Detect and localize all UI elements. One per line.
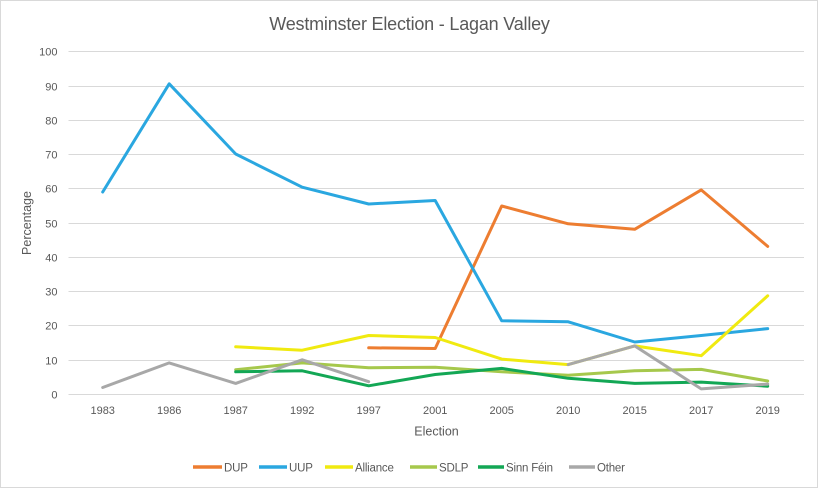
svg-text:2005: 2005 (489, 405, 513, 417)
svg-text:50: 50 (45, 219, 57, 231)
svg-text:100: 100 (39, 47, 57, 59)
svg-text:70: 70 (45, 150, 57, 162)
svg-text:Other: Other (597, 463, 625, 475)
svg-text:1986: 1986 (157, 405, 181, 417)
svg-text:2001: 2001 (423, 405, 447, 417)
svg-text:Alliance: Alliance (355, 463, 394, 475)
svg-text:1987: 1987 (223, 405, 247, 417)
svg-text:90: 90 (45, 82, 57, 94)
svg-text:20: 20 (45, 321, 57, 333)
svg-text:2015: 2015 (622, 405, 646, 417)
svg-text:10: 10 (45, 356, 57, 368)
svg-text:2010: 2010 (556, 405, 580, 417)
svg-text:Percentage: Percentage (20, 191, 34, 255)
svg-text:2017: 2017 (689, 405, 713, 417)
svg-text:0: 0 (51, 390, 57, 402)
svg-text:1983: 1983 (90, 405, 114, 417)
svg-text:UUP: UUP (289, 463, 313, 475)
svg-text:80: 80 (45, 116, 57, 128)
svg-text:DUP: DUP (224, 463, 248, 475)
svg-text:2019: 2019 (755, 405, 779, 417)
svg-text:1992: 1992 (290, 405, 314, 417)
svg-text:60: 60 (45, 184, 57, 196)
svg-text:Westminster Election - Lagan V: Westminster Election - Lagan Valley (269, 14, 550, 34)
svg-text:30: 30 (45, 287, 57, 299)
svg-text:Sinn Féin: Sinn Féin (506, 463, 553, 475)
svg-text:40: 40 (45, 253, 57, 265)
svg-text:1997: 1997 (356, 405, 380, 417)
svg-text:Election: Election (414, 425, 459, 439)
svg-text:SDLP: SDLP (439, 463, 469, 475)
